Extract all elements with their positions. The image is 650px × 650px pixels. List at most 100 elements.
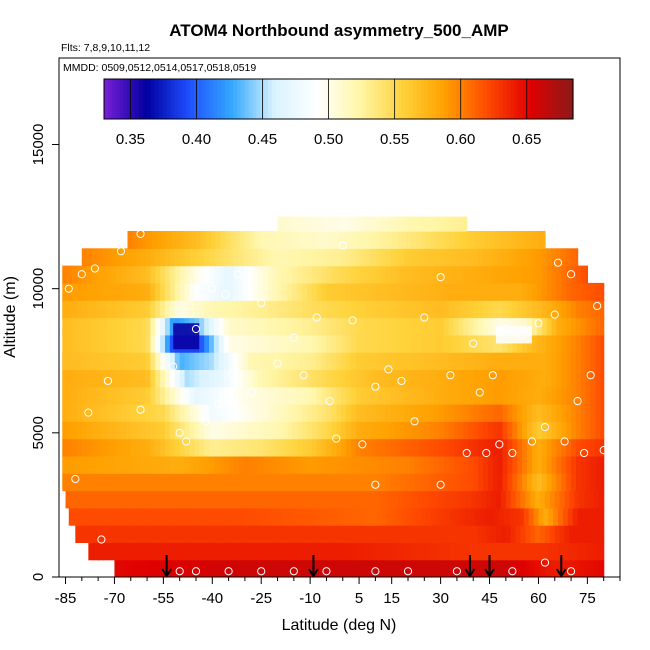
heatmap-cell [527,248,533,267]
heatmap-cell [544,525,551,543]
heatmap-cell [116,421,122,440]
heatmap-cell [548,542,554,561]
heatmap-cell [515,490,522,509]
heatmap-cell [463,421,469,440]
heatmap-cell [370,334,376,353]
sample-point [299,371,308,380]
heatmap-cell [124,559,130,577]
heatmap-cell [272,334,279,353]
heatmap-cell [463,455,469,474]
heatmap-cell [422,525,429,543]
heatmap-cell [424,473,430,492]
heatmap-cell [140,265,147,284]
heatmap-cell [409,369,416,388]
heatmap-cell [471,490,478,509]
heatmap-cell [584,490,590,509]
heatmap-cell [533,542,540,561]
heatmap-cell [360,216,367,232]
heatmap-cell [517,334,523,353]
heatmap-cell [575,386,582,405]
heatmap-cell [546,455,553,474]
heatmap-cell [407,525,414,543]
heatmap-cell [538,231,544,249]
heatmap-cell [536,300,543,319]
heatmap-cell [497,248,504,267]
heatmap-cell [184,248,191,267]
heatmap-cell [194,369,200,388]
heatmap-cell [116,455,122,474]
heatmap-cell [450,231,456,249]
heatmap-cell [541,455,548,474]
plot-frame [58,57,621,578]
heatmap-cell [497,386,504,405]
heatmap-cell [223,248,230,267]
heatmap-cell [385,369,391,388]
heatmap-cell [378,525,385,543]
heatmap-cell [553,507,559,526]
heatmap-cell [541,265,548,284]
heatmap-cell [456,525,463,543]
heatmap-cell [120,317,127,336]
heatmap-cell [189,473,195,492]
heatmap-cell [199,248,205,267]
heatmap-cell [103,507,109,526]
heatmap-cell [169,334,176,353]
heatmap-cell [106,334,112,353]
heatmap-cell [458,473,465,492]
heatmap-cell [111,282,117,301]
heatmap-cell [341,216,347,232]
heatmap-cell [160,421,166,440]
colorbar-tick-label: 0.35 [116,131,145,148]
heatmap-cell [222,490,228,509]
heatmap-cell [575,473,582,492]
heatmap-cell [399,369,406,388]
colorbar-cell [428,79,433,119]
heatmap-cell [463,282,469,301]
heatmap-cell [595,386,602,405]
heatmap-cell [385,265,391,284]
heatmap-cell [272,455,279,474]
heatmap-cell [593,559,600,577]
heatmap-cell [584,525,590,543]
heatmap-cell [404,317,411,336]
heatmap-cell [336,352,342,370]
heatmap-cell [200,542,207,561]
heatmap-cell [287,282,293,301]
colorbar-cell [549,79,555,119]
heatmap-cell [114,525,120,543]
heatmap-cell [468,352,474,370]
heatmap-cell [218,352,225,370]
heatmap-cell [140,317,147,336]
heatmap-cell [266,490,272,509]
heatmap-cell [378,559,385,577]
heatmap-cell [72,455,78,474]
colorbar-cell [272,79,277,119]
heatmap-cell [394,438,401,457]
heatmap-cell [531,421,538,440]
heatmap-cell [602,542,605,561]
heatmap-cell [316,334,323,353]
heatmap-cell [438,216,445,232]
heatmap-cell [390,300,396,319]
heatmap-cell [473,404,479,422]
heatmap-cell [380,265,386,284]
heatmap-cell [204,473,210,492]
heatmap-cell [380,404,386,422]
heatmap-cell [365,282,372,301]
heatmap-cell [502,404,509,422]
heatmap-cell [546,386,553,405]
heatmap-cell [409,317,416,336]
heatmap-cell [476,525,482,543]
heatmap-cell [429,265,435,284]
heatmap-cell [125,265,132,284]
colorbar-cell [483,79,488,119]
heatmap-cell [328,231,334,249]
heatmap-cell [394,282,401,301]
heatmap-cell [401,231,407,249]
heatmap-cell [106,386,112,405]
heatmap-cell [292,369,298,388]
heatmap-cell [292,248,298,267]
heatmap-cell [130,386,137,405]
heatmap-cell [380,369,386,388]
heatmap-cell [355,282,362,301]
